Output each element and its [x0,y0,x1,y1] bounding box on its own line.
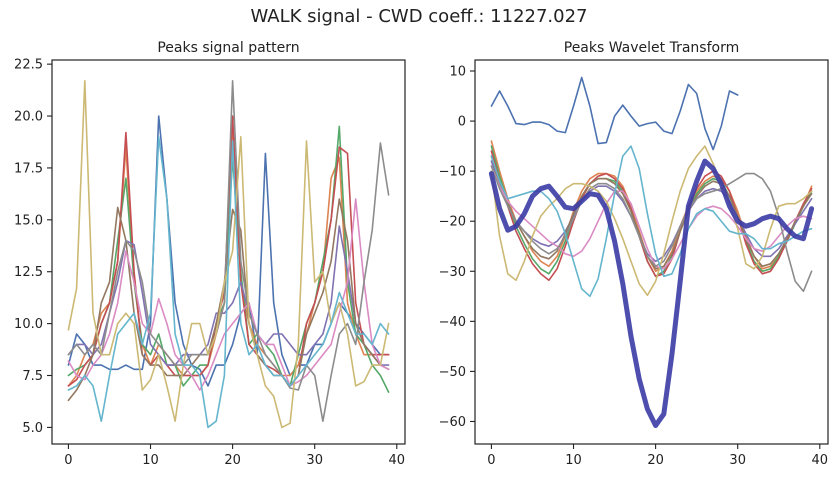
y-tick-label: 10.0 [14,317,43,332]
y-tick-label: 22.5 [14,58,43,73]
series-line-8 [67,80,390,423]
series-line-9 [490,145,813,297]
series-line-11 [488,158,815,428]
series-line-5 [67,225,390,366]
series-group [67,80,390,429]
y-tick-label: 15.0 [14,213,43,228]
y-tick-label: −60 [439,415,466,430]
y-tick-label: 0 [458,115,466,130]
figure-suptitle: WALK signal - CWD coeff.: 11227.027 [250,6,588,27]
series-line-7 [490,165,813,270]
series-line-10 [490,145,813,298]
x-tick-label: 20 [647,453,664,468]
series-line-8 [490,165,813,293]
chart-title: Peaks Wavelet Transform [564,40,740,56]
y-tick-label: −40 [439,315,466,330]
y-tick-label: 7.5 [22,369,43,384]
y-tick-label: 20.0 [14,110,43,125]
x-tick-label: 0 [64,453,72,468]
y-tick-label: 5.0 [22,421,43,436]
x-tick-label: 40 [389,453,406,468]
series-line-10 [67,136,390,429]
y-tick-label: −10 [439,165,466,180]
x-tick-label: 0 [487,453,495,468]
series-line-1 [490,76,739,151]
series-line-7 [67,198,390,391]
plot-frame [51,59,406,445]
series-line-4 [490,150,813,282]
chart-panel-2: Peaks Wavelet Transform 0 10 20 30 40 −60 −50 −4… [439,40,829,468]
x-tick-label: 10 [142,453,159,468]
y-tick-label: 17.5 [14,161,43,176]
chart-panel-1: Peaks signal pattern 0 10 20 30 40 5.0 7.5 10.0 1… [14,40,406,468]
x-tick-label: 20 [224,453,241,468]
chart-title: Peaks signal pattern [157,40,299,56]
y-tick-label: −30 [439,265,466,280]
x-tick-label: 30 [306,453,323,468]
x-tick-label: 10 [565,453,582,468]
y-tick-label: 10 [449,65,466,80]
series-line-5 [490,160,813,263]
y-tick-label: −20 [439,215,466,230]
x-tick-label: 40 [812,453,829,468]
series-group [488,76,815,428]
y-tick-label: 12.5 [14,265,43,280]
y-tick-label: −50 [439,365,466,380]
plot-frame [474,59,829,445]
x-tick-label: 30 [729,453,746,468]
